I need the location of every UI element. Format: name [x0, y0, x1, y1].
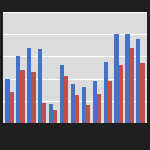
Bar: [20, 70, 25, 123]
Bar: [49, 104, 53, 123]
Bar: [53, 110, 57, 123]
Bar: [108, 81, 112, 123]
Bar: [86, 105, 90, 123]
Bar: [16, 56, 20, 123]
Bar: [125, 34, 130, 123]
Bar: [27, 48, 31, 123]
Bar: [130, 48, 134, 123]
Bar: [71, 84, 75, 123]
Bar: [60, 65, 64, 123]
Bar: [140, 63, 145, 123]
Bar: [64, 76, 68, 123]
Bar: [93, 81, 97, 123]
Bar: [136, 39, 140, 123]
Bar: [38, 49, 42, 123]
Bar: [10, 92, 14, 123]
Bar: [5, 79, 10, 123]
Bar: [104, 62, 108, 123]
Bar: [119, 65, 123, 123]
Bar: [114, 34, 119, 123]
Bar: [75, 95, 79, 123]
Bar: [82, 87, 86, 123]
Bar: [42, 103, 46, 123]
Bar: [31, 72, 36, 123]
Bar: [97, 94, 101, 123]
